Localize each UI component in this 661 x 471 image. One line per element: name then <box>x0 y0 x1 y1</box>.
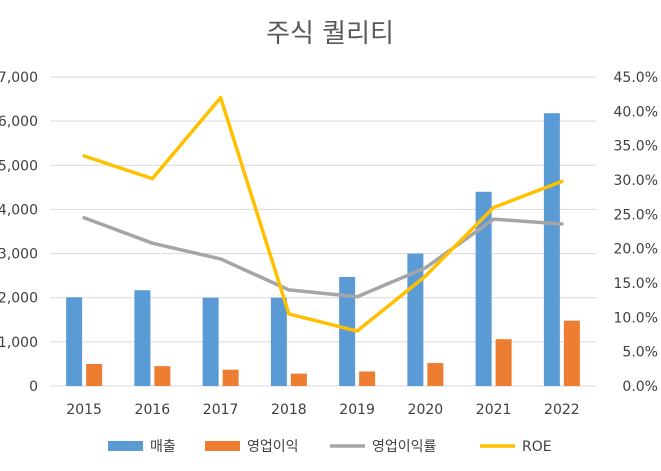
x-tick-label: 2016 <box>135 402 171 418</box>
x-tick-label: 2015 <box>66 402 102 418</box>
bar-series <box>66 113 580 386</box>
bar-매출-2015 <box>66 297 83 386</box>
legend-label: 매출 <box>150 439 176 455</box>
legend-label: 영업이익 <box>247 439 299 455</box>
bar-영업이익-2016 <box>154 366 171 386</box>
x-tick-label: 2018 <box>271 402 307 418</box>
right-tick-label: 10.0% <box>614 310 658 326</box>
x-tick-label: 2021 <box>476 402 512 418</box>
x-tick-label: 2022 <box>544 402 580 418</box>
right-tick-label: 20.0% <box>614 242 658 258</box>
legend-label: ROE <box>522 439 552 455</box>
left-tick-label: 6,000 <box>0 114 38 130</box>
bar-영업이익-2015 <box>86 363 103 386</box>
legend: 매출 영업이익 영업이익률 ROE <box>108 439 552 455</box>
legend-label: 영업이익률 <box>372 439 437 455</box>
left-tick-label: 2,000 <box>0 291 38 307</box>
right-tick-label: 40.0% <box>614 104 658 120</box>
bar-매출-2019 <box>339 276 356 386</box>
bar-매출-2022 <box>543 113 560 386</box>
left-tick-label: 7,000 <box>0 70 38 86</box>
left-axis: 0 1,000 2,000 3,000 4,000 5,000 6,000 7,000 <box>0 70 38 395</box>
line-ROE <box>82 95 564 333</box>
chart-title: 주식 퀄리티 <box>266 19 394 49</box>
x-tick-label: 2017 <box>203 402 239 418</box>
right-tick-label: 5.0% <box>622 345 658 361</box>
left-tick-label: 0 <box>29 379 38 395</box>
right-tick-label: 15.0% <box>614 276 658 292</box>
left-tick-label: 3,000 <box>0 247 38 263</box>
bar-영업이익-2021 <box>495 339 512 386</box>
right-axis: 0.0% 5.0% 10.0% 15.0% 20.0% 25.0% 30.0% 35.0% 40… <box>614 70 658 395</box>
x-axis: 2015 2016 2017 2018 2019 2020 2021 2022 <box>66 402 579 418</box>
right-tick-label: 25.0% <box>614 207 658 223</box>
bar-영업이익-2020 <box>427 363 444 386</box>
legend-swatch <box>205 441 240 451</box>
bar-매출-2017 <box>202 297 219 386</box>
line-영업이익률 <box>82 216 564 299</box>
bar-영업이익-2022 <box>563 320 580 386</box>
bar-영업이익-2018 <box>290 373 307 386</box>
bar-영업이익-2017 <box>222 369 239 386</box>
right-tick-label: 35.0% <box>614 139 658 155</box>
bar-매출-2021 <box>475 191 492 386</box>
bar-매출-2018 <box>270 297 287 386</box>
left-tick-label: 4,000 <box>0 202 38 218</box>
right-tick-label: 45.0% <box>614 70 658 86</box>
right-tick-label: 30.0% <box>614 173 658 189</box>
x-tick-label: 2020 <box>408 402 444 418</box>
line-series <box>82 95 564 333</box>
right-tick-label: 0.0% <box>622 379 658 395</box>
left-tick-label: 1,000 <box>0 335 38 351</box>
left-tick-label: 5,000 <box>0 158 38 174</box>
bar-영업이익-2019 <box>359 371 376 386</box>
bar-매출-2016 <box>134 290 151 386</box>
gridlines <box>50 76 596 387</box>
legend-swatch <box>108 441 143 451</box>
x-tick-label: 2019 <box>339 402 375 418</box>
